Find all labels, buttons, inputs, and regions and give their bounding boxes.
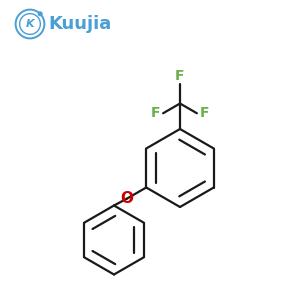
Text: F: F: [151, 106, 161, 120]
Text: F: F: [175, 69, 185, 83]
Text: K: K: [26, 19, 34, 29]
Text: Kuujia: Kuujia: [48, 15, 111, 33]
Text: O: O: [120, 191, 133, 206]
Circle shape: [38, 12, 42, 16]
Text: F: F: [199, 106, 209, 120]
